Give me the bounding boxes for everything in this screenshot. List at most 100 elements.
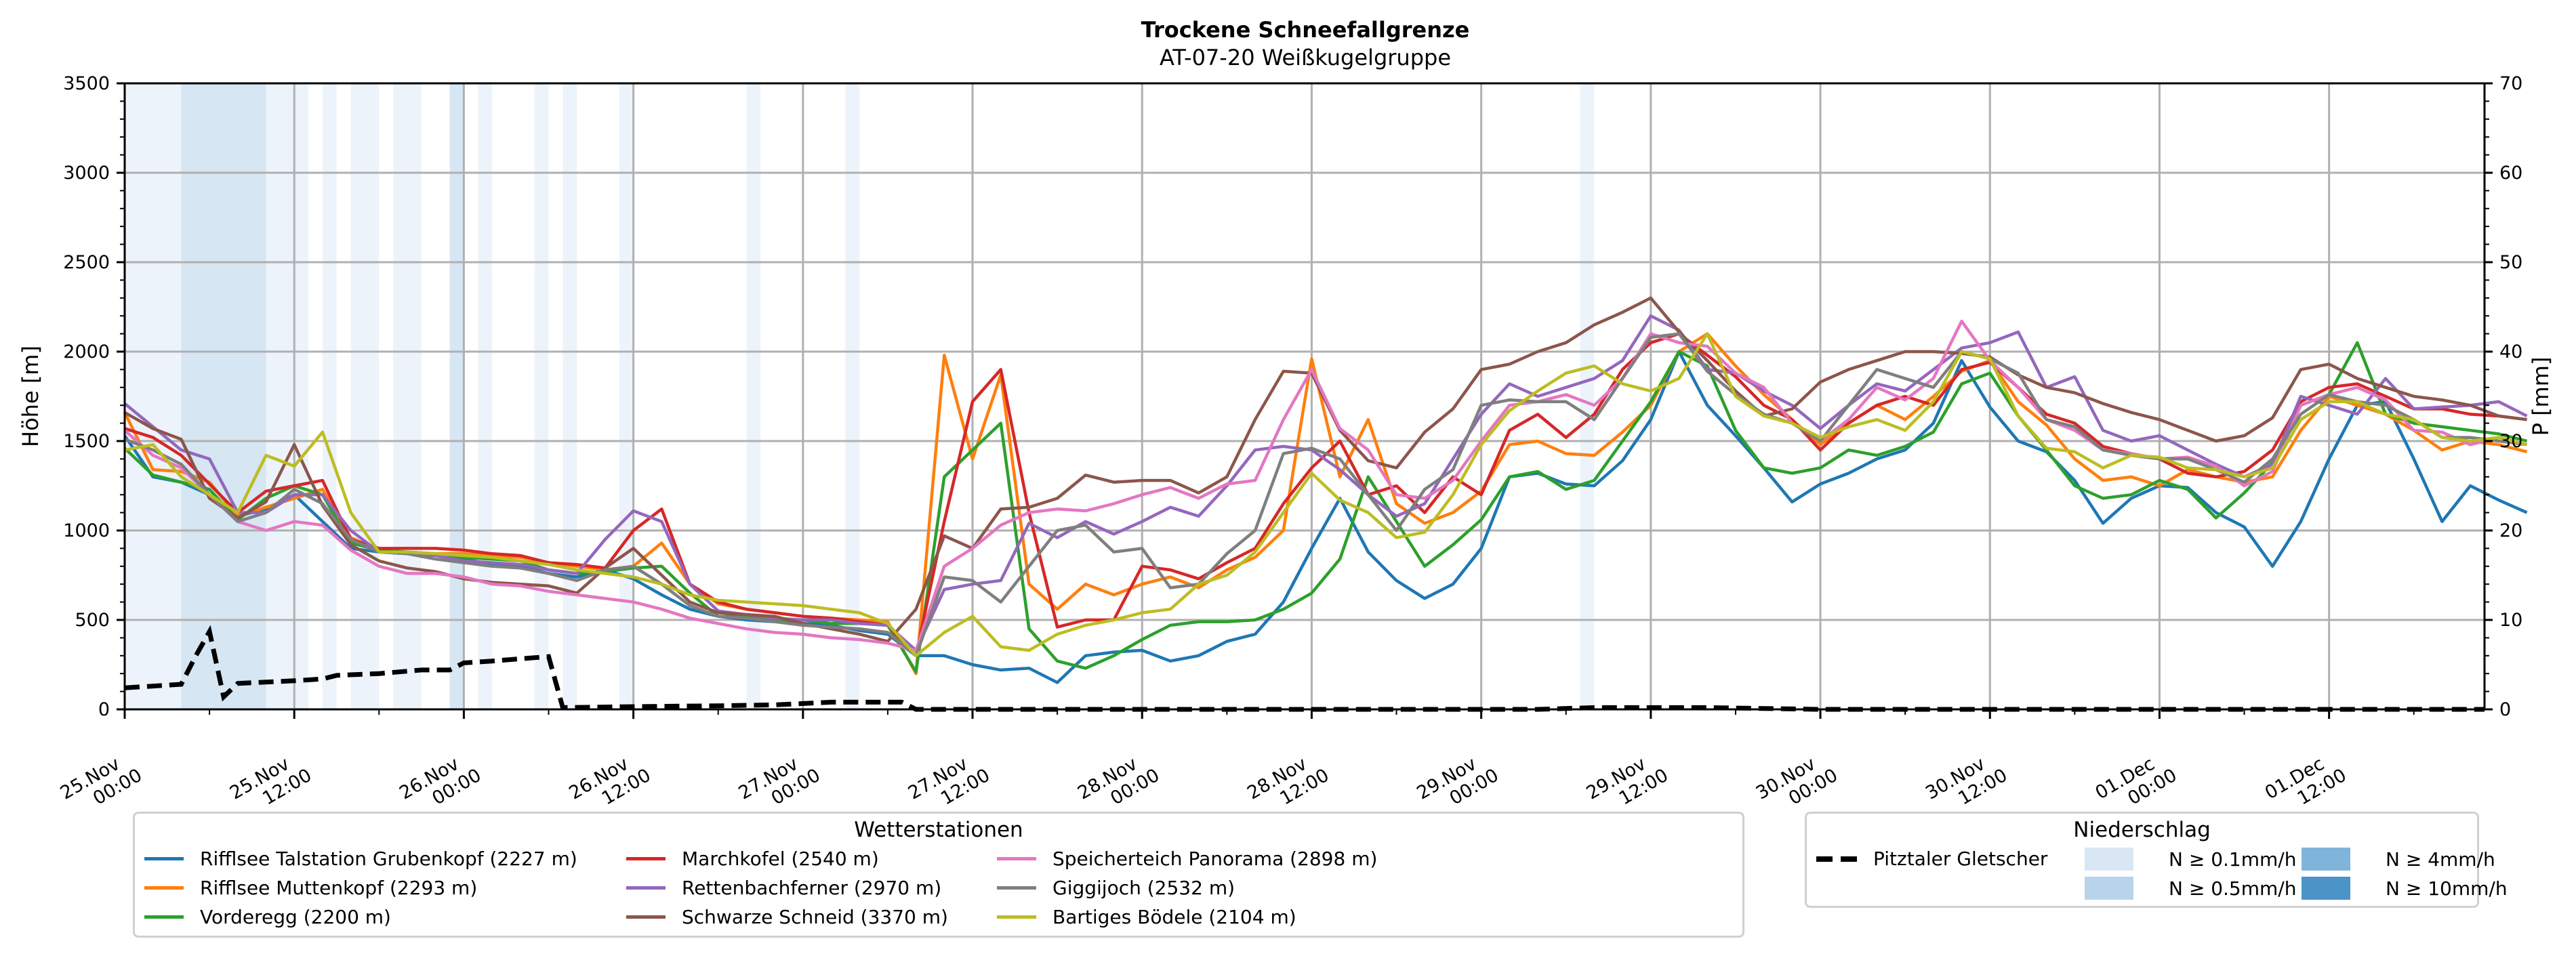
legend-precip-title: Niederschlag [2073, 818, 2211, 842]
series-lines [123, 296, 2528, 712]
chart-title: Trockene Schneefallgrenze [1141, 17, 1470, 43]
legend-label: Giggijoch (2532 m) [1052, 877, 1235, 899]
legend-line-swatch [144, 886, 184, 890]
precip-band [478, 83, 493, 709]
x-tick-label: 26.Nov00:00 [396, 747, 485, 822]
x-tick-label: 25.Nov12:00 [226, 747, 315, 822]
legend-label: Marchkofel (2540 m) [682, 848, 879, 870]
legend-item: Marchkofel (2540 m) [626, 848, 879, 870]
x-tick-label: 27.Nov12:00 [905, 747, 994, 822]
precip-band [125, 83, 182, 709]
precip-band [449, 83, 464, 709]
precip-band [393, 83, 422, 709]
x-tick-label: 01.Dec12:00 [2262, 747, 2350, 822]
legend-color-swatch [2302, 848, 2350, 871]
y-tick-label: 3500 [63, 73, 110, 94]
legend-line-swatch [626, 915, 666, 919]
y-tick-label: 2500 [63, 252, 110, 273]
precip-band [1580, 83, 1595, 709]
y-axis-right-label: P [mm] [2528, 357, 2554, 436]
dashed-line-swatch [1816, 856, 1857, 862]
y-axis-label: Höhe [m] [18, 346, 43, 447]
x-tick-label: 28.Nov12:00 [1244, 747, 1332, 822]
legend-stations: Wetterstationen Rifflsee Talstation Grub… [133, 812, 1744, 938]
legend-line-swatch [997, 915, 1036, 919]
legend-line-swatch [144, 857, 184, 860]
legend-color-swatch [2085, 877, 2133, 900]
legend-item: Rifflsee Talstation Grubenkopf (2227 m) [144, 848, 577, 870]
x-tick-label: 25.Nov00:00 [57, 747, 146, 822]
x-tick-label: 28.Nov00:00 [1074, 747, 1163, 822]
y-right-tick-label: 30 [2499, 431, 2522, 452]
x-tick-label: 30.Nov12:00 [1922, 747, 2011, 822]
y-right-tick-label: 40 [2499, 341, 2522, 362]
legend-line-swatch [997, 857, 1036, 860]
precip-band [322, 83, 337, 709]
legend-color-swatch [2302, 877, 2350, 900]
y-tick-label: 1500 [63, 431, 110, 452]
y-tick-label: 0 [98, 699, 110, 720]
legend-label: Rifflsee Talstation Grubenkopf (2227 m) [200, 848, 577, 870]
series-line [123, 314, 2528, 652]
legend-label: Bartiges Bödele (2104 m) [1052, 906, 1296, 928]
legend-label: N ≥ 0.1mm/h [2169, 848, 2297, 871]
legend-item: Schwarze Schneid (3370 m) [626, 906, 948, 928]
y-right-tick-label: 70 [2499, 73, 2522, 94]
legend-line-swatch [626, 857, 666, 860]
legend-item: Vorderegg (2200 m) [144, 906, 391, 928]
legend-precip-level: N ≥ 10mm/h [2302, 877, 2508, 900]
legend-line-swatch [144, 915, 184, 919]
legend-item: Speicherteich Panorama (2898 m) [997, 848, 1377, 870]
series-line [124, 332, 2528, 658]
legend-label: Speicherteich Panorama (2898 m) [1052, 848, 1378, 870]
y-right-tick-label: 50 [2499, 252, 2522, 273]
y-tick-label: 3000 [63, 163, 110, 184]
legend-label: Rifflsee Muttenkopf (2293 m) [200, 877, 478, 899]
precip-bands [125, 83, 1595, 709]
legend-item: Rettenbachferner (2970 m) [626, 877, 941, 899]
precip-band [181, 83, 266, 709]
legend-stations-title: Wetterstationen [854, 818, 1023, 842]
y-right-tick-label: 60 [2499, 163, 2522, 184]
y-tick-label: 500 [75, 610, 110, 631]
legend-line-swatch [626, 886, 666, 890]
y-right-tick-label: 10 [2499, 610, 2522, 631]
precip-band [563, 83, 577, 709]
y-right-tick-label: 20 [2499, 520, 2522, 541]
y-tick-label: 1000 [63, 520, 110, 541]
plot-frame [123, 82, 2486, 711]
y-right-tick-label: 0 [2499, 699, 2511, 720]
precip-band [845, 83, 860, 709]
x-tick-label: 29.Nov00:00 [1413, 747, 1502, 822]
legend-label: Pitztaler Gletscher [1873, 848, 2048, 870]
x-tick-label: 29.Nov12:00 [1583, 747, 1672, 822]
precip-band [619, 83, 634, 709]
legend-precip-level: N ≥ 4mm/h [2302, 848, 2495, 871]
legend-item-pitztaler: Pitztaler Gletscher [1816, 848, 2047, 870]
x-tick-label: 26.Nov12:00 [565, 747, 654, 822]
legend-item: Giggijoch (2532 m) [997, 877, 1235, 899]
precip-band [266, 83, 309, 709]
y-tick-label: 2000 [63, 341, 110, 362]
legend-precip-level: N ≥ 0.5mm/h [2085, 877, 2296, 900]
legend-line-swatch [997, 886, 1036, 890]
legend-label: Rettenbachferner (2970 m) [682, 877, 942, 899]
legend-label: Vorderegg (2200 m) [200, 906, 391, 928]
precip-band [746, 83, 761, 709]
legend-precip-level: N ≥ 0.1mm/h [2085, 848, 2296, 871]
series-line [124, 332, 2527, 658]
legend-item: Rifflsee Muttenkopf (2293 m) [144, 877, 477, 899]
legend-label: Schwarze Schneid (3370 m) [682, 906, 948, 928]
precip-band [534, 83, 549, 709]
precip-band [350, 83, 380, 709]
chart-subtitle: AT-07-20 Weißkugelgruppe [1160, 45, 1451, 70]
x-tick-label: 01.Dec00:00 [2092, 747, 2181, 822]
legend-label: N ≥ 10mm/h [2386, 877, 2508, 900]
grid [125, 83, 2485, 709]
legend-label: N ≥ 0.5mm/h [2169, 877, 2297, 900]
x-tick-label: 30.Nov00:00 [1753, 747, 1841, 822]
legend-label: N ≥ 4mm/h [2386, 848, 2495, 871]
legend-item: Bartiges Bödele (2104 m) [997, 906, 1296, 928]
legend-precip: Niederschlag Pitztaler Gletscher N ≥ 0.1… [1805, 812, 2508, 908]
